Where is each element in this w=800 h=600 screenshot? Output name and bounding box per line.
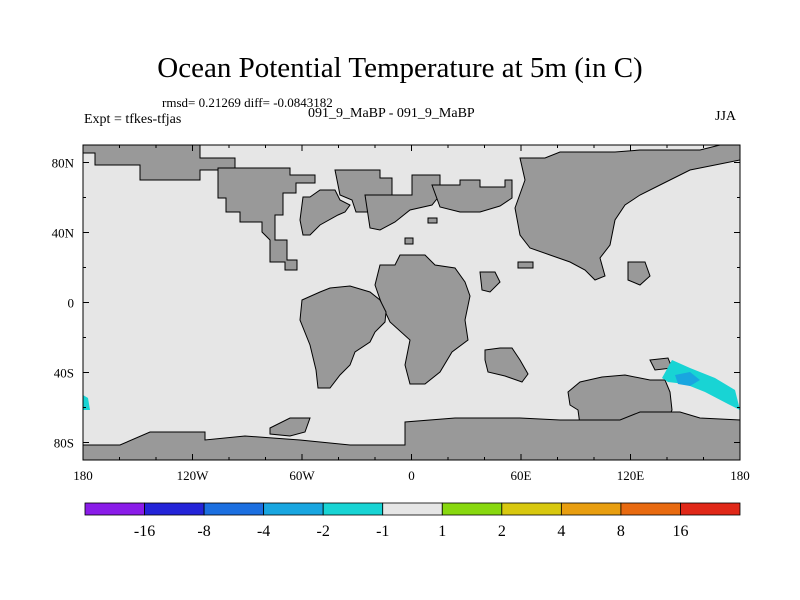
y-tick-label: 40S — [54, 366, 74, 381]
x-tick-label: 120E — [617, 468, 645, 483]
colorbar-label: 16 — [672, 523, 688, 540]
colorbar-label: -16 — [134, 523, 155, 540]
colorbar-swatch — [382, 502, 443, 516]
colorbar-label: 8 — [617, 523, 625, 540]
colorbar-swatch — [322, 502, 384, 516]
axis-ticks: 180 120W 60W 0 60E 120E 180 80N 40N 0 40S 80S — [52, 145, 750, 483]
land-mass — [627, 261, 651, 286]
land-mass — [427, 217, 438, 224]
anomaly-patch — [675, 372, 700, 386]
land-mass — [364, 174, 441, 231]
chart-title: Ocean Potential Temperature at 5m (in C) — [157, 52, 643, 84]
land-mass — [479, 271, 501, 293]
land-mass — [514, 144, 741, 281]
x-tick-label: 60W — [289, 468, 315, 483]
colorbar-label: -1 — [376, 523, 389, 540]
x-tick-label: 180 — [73, 468, 93, 483]
land-mass — [82, 411, 741, 461]
land-mass — [484, 347, 529, 383]
colorbar-label: 2 — [498, 523, 506, 540]
land-mass — [404, 237, 414, 245]
land-mass — [217, 167, 316, 271]
colorbar-label: 4 — [557, 523, 565, 540]
map-plot-area — [82, 144, 741, 461]
land-mass — [517, 261, 534, 269]
colorbar-label: 1 — [438, 523, 446, 540]
season-label: JJA — [715, 109, 737, 124]
y-tick-label: 40N — [52, 226, 75, 241]
land-mass — [374, 254, 471, 385]
stats-text: rmsd= 0.21269 diff= -0.0843182 — [162, 95, 333, 110]
colorbar-label: -2 — [317, 523, 330, 540]
x-tick-label: 60E — [511, 468, 532, 483]
colorbar-swatch — [144, 502, 205, 516]
x-tick-label: 120W — [177, 468, 210, 483]
experiment-label: Expt = tfkes-tfjas — [84, 112, 182, 127]
x-tick-label: 180 — [730, 468, 750, 483]
anomaly-patch — [662, 360, 740, 410]
land-mass — [82, 144, 236, 181]
land-mass — [299, 285, 387, 389]
colorbar-swatch — [560, 502, 622, 516]
colorbar-swatch — [84, 502, 145, 516]
land-mass — [299, 189, 351, 236]
anomaly-fills — [83, 360, 740, 410]
y-tick-label: 80S — [54, 436, 74, 451]
colorbar-swatch — [441, 502, 503, 516]
colorbar: -16 -8 -4 -2 -1 1 2 4 8 16 — [84, 502, 741, 540]
land-mass — [431, 179, 513, 213]
y-tick-label: 80N — [52, 156, 75, 171]
runs-text: 091_9_MaBP - 091_9_MaBP — [308, 106, 475, 121]
land-mass — [269, 417, 311, 437]
colorbar-swatch — [680, 502, 741, 516]
colorbar-swatch — [263, 502, 324, 516]
x-tick-label: 0 — [408, 468, 415, 483]
colorbar-swatch — [501, 502, 562, 516]
land-masses — [82, 144, 741, 461]
colorbar-swatch — [620, 502, 681, 516]
colorbar-swatch — [203, 502, 265, 516]
colorbar-label: -8 — [197, 523, 210, 540]
colorbar-label: -4 — [257, 523, 270, 540]
y-tick-label: 0 — [68, 296, 75, 311]
anomaly-patch — [83, 395, 90, 410]
